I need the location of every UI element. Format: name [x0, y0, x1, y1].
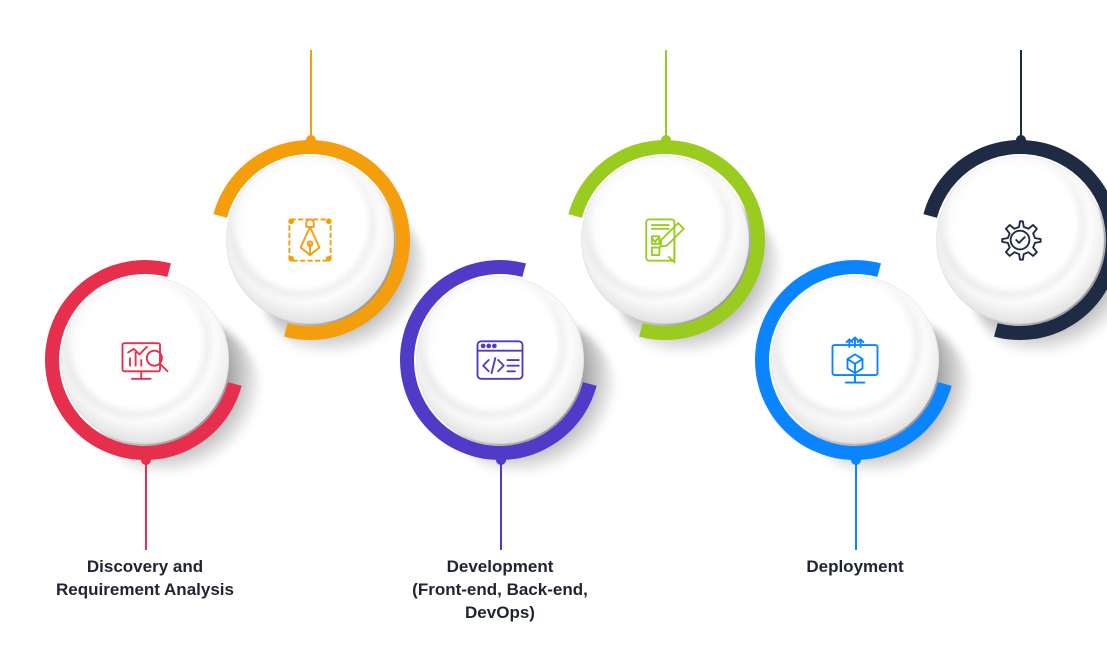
leader-dot [496, 455, 506, 465]
leader-dot [851, 455, 861, 465]
process-infographic: Discovery and Requirement AnalysisDesign… [0, 0, 1107, 645]
leader-line [145, 460, 147, 550]
leader-line [855, 460, 857, 550]
code-window-icon [465, 325, 535, 395]
leader-line [310, 50, 312, 140]
leader-dot [1016, 135, 1026, 145]
leader-dot [141, 455, 151, 465]
leader-dot [306, 135, 316, 145]
step-label: Development (Front-end, Back-end, DevOps… [390, 556, 610, 625]
leader-line [665, 50, 667, 140]
deploy-box-icon [820, 325, 890, 395]
step-label: Deployment [745, 556, 965, 579]
step-label: Discovery and Requirement Analysis [35, 556, 255, 602]
pen-nib-icon [275, 205, 345, 275]
gear-check-icon [985, 205, 1055, 275]
leader-dot [661, 135, 671, 145]
chart-magnifier-icon [110, 325, 180, 395]
leader-line [500, 460, 502, 550]
checklist-pencil-icon [630, 205, 700, 275]
leader-line [1020, 50, 1022, 140]
